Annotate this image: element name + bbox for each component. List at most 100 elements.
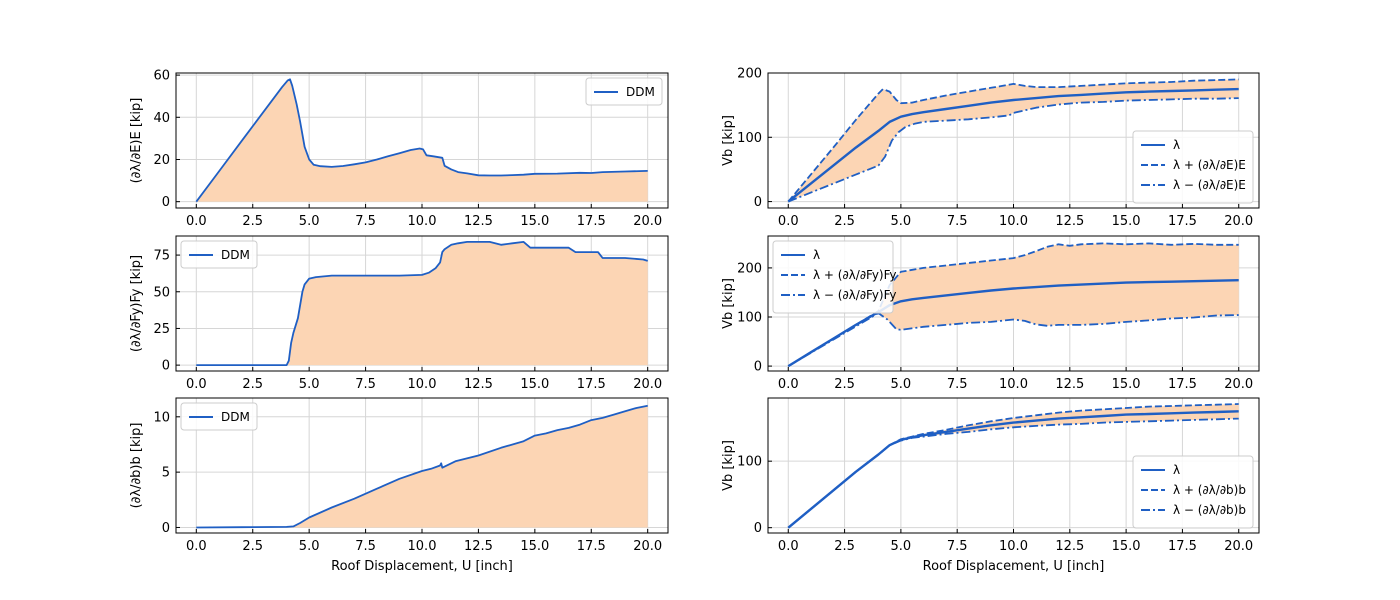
x-tick-label: 17.5 bbox=[1168, 214, 1197, 229]
y-tick-label: 75 bbox=[153, 249, 170, 264]
y-tick-label: 0 bbox=[754, 360, 762, 375]
x-tick-label: 0.0 bbox=[778, 214, 799, 229]
x-tick-label: 0.0 bbox=[186, 539, 207, 554]
legend-label: λ − (∂λ/∂b)b bbox=[1173, 503, 1246, 517]
x-tick-label: 7.5 bbox=[947, 377, 968, 392]
y-tick-label: 20 bbox=[153, 153, 170, 168]
x-tick-label: 10.0 bbox=[408, 377, 437, 392]
y-tick-label: 0 bbox=[754, 195, 762, 210]
series-line-1 bbox=[195, 78, 648, 203]
uncertainty-fill bbox=[788, 403, 1239, 528]
uncertainty-fill bbox=[788, 243, 1239, 367]
y-tick-label: 10 bbox=[153, 410, 170, 425]
x-tick-label: 5.0 bbox=[299, 214, 320, 229]
legend: λ λ + (∂λ/∂E)E λ − (∂λ/∂E)E bbox=[1132, 130, 1254, 204]
y-axis-label: Vb [kip] bbox=[721, 115, 736, 166]
x-axis-label: Roof Displacement, U [inch] bbox=[923, 559, 1105, 574]
subplot-4: 0.0 2.5 5.0 7.5 10.0 12.5 15.0 17.5 20.0 0 100 200V… bbox=[721, 235, 1260, 392]
x-tick-label: 17.5 bbox=[1168, 377, 1197, 392]
x-tick-label: 5.0 bbox=[299, 377, 320, 392]
series-line-1 bbox=[787, 87, 1239, 203]
legend: DDM bbox=[585, 77, 663, 106]
x-tick-label: 12.5 bbox=[1055, 214, 1084, 229]
x-tick-label: 10.0 bbox=[999, 377, 1028, 392]
x-tick-label: 5.0 bbox=[891, 539, 912, 554]
legend-label: DDM bbox=[221, 410, 250, 424]
series-line-1 bbox=[196, 240, 648, 367]
series-line-3 bbox=[787, 417, 1239, 529]
y-tick-label: 50 bbox=[153, 285, 170, 300]
legend-label: DDM bbox=[626, 85, 655, 99]
x-tick-label: 15.0 bbox=[520, 214, 549, 229]
x-tick-label: 20.0 bbox=[633, 539, 662, 554]
y-tick-label: 200 bbox=[737, 261, 762, 276]
x-tick-label: 7.5 bbox=[355, 539, 376, 554]
series-line-2 bbox=[787, 78, 1239, 203]
legend-label: λ bbox=[813, 248, 820, 262]
y-tick-label: 40 bbox=[153, 111, 170, 126]
y-tick-label: 60 bbox=[153, 69, 170, 84]
x-tick-label: 17.5 bbox=[577, 377, 606, 392]
y-tick-label: 100 bbox=[737, 311, 762, 326]
subplot-1: 0.0 2.5 5.0 7.5 10.0 12.5 15.0 17.5 20.0 0 20 40 60 (… bbox=[129, 69, 669, 229]
subplot-5: 0.0 2.5 5.0 7.5 10.0 12.5 15.0 17.5 20.0 0 5 10 (∂λ/… bbox=[129, 397, 669, 574]
x-tick-label: 17.5 bbox=[1168, 539, 1197, 554]
x-tick-label: 12.5 bbox=[1055, 539, 1084, 554]
x-tick-label: 5.0 bbox=[891, 214, 912, 229]
y-tick-label: 200 bbox=[737, 67, 762, 82]
x-tick-label: 17.5 bbox=[577, 539, 606, 554]
legend-label: λ − (∂λ/∂Fy)Fy bbox=[813, 288, 897, 302]
y-axis-label: (∂λ/∂b)b [kip] bbox=[129, 423, 144, 509]
x-tick-label: 2.5 bbox=[242, 377, 263, 392]
x-tick-label: 10.0 bbox=[999, 539, 1028, 554]
x-tick-label: 7.5 bbox=[355, 214, 376, 229]
x-tick-label: 20.0 bbox=[1224, 377, 1253, 392]
legend: DDM bbox=[180, 240, 258, 269]
y-tick-label: 0 bbox=[162, 195, 170, 210]
x-tick-label: 5.0 bbox=[891, 377, 912, 392]
legend: λ λ + (∂λ/∂Fy)Fy λ − (∂λ/∂Fy)Fy bbox=[772, 240, 897, 314]
x-tick-label: 0.0 bbox=[186, 377, 207, 392]
y-axis-label: Vb [kip] bbox=[721, 278, 736, 329]
x-tick-label: 7.5 bbox=[355, 377, 376, 392]
legend: λ λ + (∂λ/∂b)b λ − (∂λ/∂b)b bbox=[1132, 455, 1254, 529]
x-axis-label: Roof Displacement, U [inch] bbox=[331, 559, 513, 574]
x-tick-label: 15.0 bbox=[1112, 214, 1141, 229]
x-tick-label: 12.5 bbox=[464, 377, 493, 392]
x-tick-label: 2.5 bbox=[242, 539, 263, 554]
x-tick-label: 20.0 bbox=[633, 377, 662, 392]
legend-box bbox=[585, 77, 663, 106]
legend-label: λ + (∂λ/∂E)E bbox=[1173, 158, 1246, 172]
legend-box bbox=[180, 402, 258, 431]
legend-label: λ − (∂λ/∂E)E bbox=[1173, 178, 1246, 192]
legend-label: λ bbox=[1173, 138, 1180, 152]
legend-label: λ + (∂λ/∂b)b bbox=[1173, 483, 1246, 497]
x-tick-label: 12.5 bbox=[1055, 377, 1084, 392]
x-tick-label: 2.5 bbox=[834, 214, 855, 229]
x-tick-label: 0.0 bbox=[186, 214, 207, 229]
y-axis-label: Vb [kip] bbox=[721, 440, 736, 491]
x-tick-label: 7.5 bbox=[947, 539, 968, 554]
y-tick-label: 5 bbox=[162, 466, 170, 481]
y-axis-label: (∂λ/∂Fy)Fy [kip] bbox=[129, 255, 144, 352]
x-tick-label: 17.5 bbox=[577, 214, 606, 229]
x-tick-label: 15.0 bbox=[520, 377, 549, 392]
legend-label: λ + (∂λ/∂Fy)Fy bbox=[813, 268, 897, 282]
y-tick-label: 0 bbox=[754, 521, 762, 536]
uncertainty-fill bbox=[196, 79, 648, 202]
x-tick-label: 20.0 bbox=[1224, 539, 1253, 554]
x-tick-label: 15.0 bbox=[520, 539, 549, 554]
y-tick-label: 100 bbox=[737, 131, 762, 146]
x-tick-label: 12.5 bbox=[464, 539, 493, 554]
series-line-1 bbox=[196, 404, 648, 529]
legend-label: DDM bbox=[221, 248, 250, 262]
y-tick-label: 25 bbox=[153, 322, 170, 337]
x-tick-label: 20.0 bbox=[633, 214, 662, 229]
uncertainty-fill bbox=[788, 79, 1239, 202]
legend: DDM bbox=[180, 402, 258, 431]
legend-box bbox=[180, 240, 258, 269]
series-line-3 bbox=[787, 312, 1239, 367]
subplot-2: 0.0 2.5 5.0 7.5 10.0 12.5 15.0 17.5 20.0 0 100 200 V… bbox=[721, 67, 1260, 229]
